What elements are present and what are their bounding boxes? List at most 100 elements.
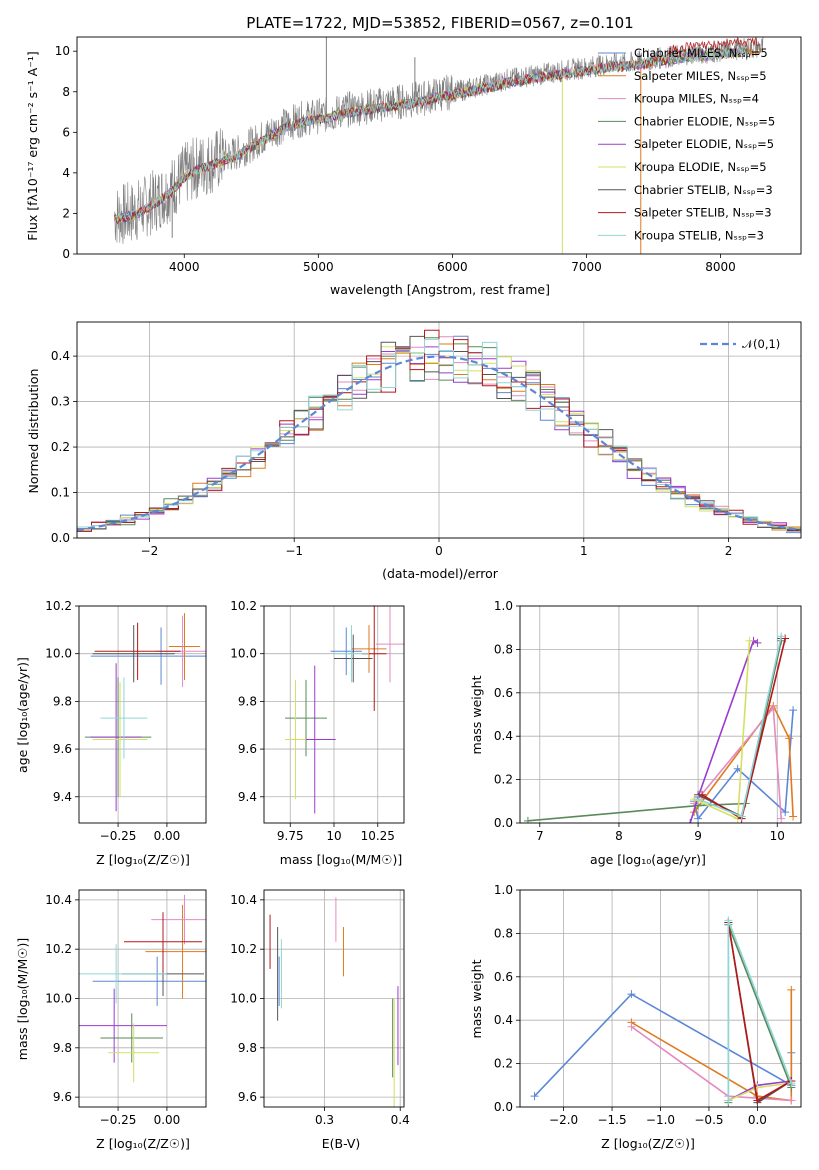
mass-vs-Z-ytick-label: 9.6: [53, 1090, 72, 1104]
spectrum-xtick-label: 5000: [303, 260, 334, 274]
residuals-frame: [76, 321, 802, 539]
age-vs-mass-ytick-label: 10.2: [230, 599, 257, 613]
weight-vs-Z-ytick-label: 0.6: [494, 970, 513, 984]
age-vs-mass-ytick-label: 9.8: [238, 694, 257, 708]
weight-marker: [627, 990, 636, 999]
weight-vs-Z-plot-area: [530, 916, 796, 1107]
legend-entry: Kroupa STELIB, Nₛₛₚ=3: [634, 228, 764, 242]
legend-entry: Kroupa MILES, Nₛₛₚ=4: [634, 92, 759, 106]
weight-line: [533, 993, 793, 1097]
weight-marker: [785, 734, 794, 743]
spectrum-ytick-label: 10: [55, 44, 70, 58]
weight-marker: [753, 1096, 762, 1105]
residuals-ytick-label: 0.2: [51, 440, 70, 454]
weight-vs-age-plot-area: [523, 632, 798, 823]
weight-marker: [753, 638, 762, 647]
weight-marker: [694, 795, 703, 804]
weight-marker: [724, 916, 733, 925]
weight-vs-Z-ytick-label: 0.2: [494, 1057, 513, 1071]
mass-vs-Z-ylabel: mass [log₁₀(M/M☉)]: [15, 938, 30, 1060]
spectrum-xtick-label: 7000: [571, 260, 602, 274]
mass-vs-ebv-ytick-label: 10.4: [230, 893, 257, 907]
mass-vs-Z-xlabel: Z [log₁₀(Z/Z☉)]: [96, 1136, 190, 1151]
weight-vs-Z-xlabel: Z [log₁₀(Z/Z☉)]: [601, 1136, 695, 1151]
weight-marker: [627, 1022, 636, 1031]
legend-entry-normal: 𝒩(0,1): [742, 337, 780, 351]
weight-vs-age-xtick-label: 8: [615, 829, 623, 843]
residuals-plot-area: [77, 329, 801, 534]
age-vs-Z-ytick-label: 10.2: [45, 599, 72, 613]
weight-vs-Z-ytick-label: 0.0: [494, 1100, 513, 1114]
weight-vs-age-ytick-label: 0.0: [494, 816, 513, 830]
weight-vs-Z-ylabel: mass weight: [469, 959, 484, 1038]
residuals-ylabel: Normed distribution: [26, 369, 41, 494]
mass-vs-Z-frame: [78, 889, 207, 1108]
mass-vs-ebv-frame: [263, 889, 405, 1108]
weight-marker: [789, 706, 798, 715]
spectrum-ytick-label: 4: [62, 166, 70, 180]
mass-vs-Z-xtick-label: 0.00: [154, 1113, 181, 1127]
spectrum-frame: [76, 36, 802, 255]
age-vs-Z-ylabel: age [log₁₀(age/yr)]: [15, 657, 30, 773]
age-vs-Z-frame: [78, 605, 207, 824]
weight-vs-Z-xtick-label: −0.5: [694, 1113, 723, 1127]
weight-marker: [530, 1092, 539, 1101]
weight-vs-age-xtick-label: 7: [536, 829, 544, 843]
residuals-xtick-label: 2: [725, 544, 733, 558]
age-vs-mass-xtick-label: 10.25: [361, 829, 395, 843]
spectrum-xtick-label: 6000: [437, 260, 468, 274]
weight-vs-age-ytick-label: 0.2: [494, 773, 513, 787]
weight-vs-Z-frame: [519, 889, 802, 1108]
weight-marker: [724, 1096, 733, 1105]
weight-vs-age-ytick-label: 0.4: [494, 729, 513, 743]
legend-entry: Chabrier MILES, Nₛₛₚ=5: [634, 46, 768, 60]
weight-marker: [781, 808, 790, 817]
residuals-ytick-label: 0.1: [51, 486, 70, 500]
mass-vs-ebv-xtick-label: 0.4: [391, 1113, 410, 1127]
age-vs-Z-xtick-label: 0.00: [154, 829, 181, 843]
legend-entry: Salpeter MILES, Nₛₛₚ=5: [634, 69, 767, 83]
age-vs-mass-plot-area: [285, 606, 404, 814]
normal-reference-curve: [77, 355, 801, 532]
weight-line: [693, 704, 794, 817]
legend-entry: Chabrier STELIB, Nₛₛₚ=3: [634, 183, 773, 197]
weight-vs-age-xtick-label: 10: [770, 829, 785, 843]
weight-vs-age-ytick-label: 0.6: [494, 686, 513, 700]
weight-vs-age-frame: [519, 605, 802, 824]
mass-vs-ebv-xlabel: E(B-V): [322, 1136, 361, 1151]
legend-entry: Salpeter STELIB, Nₛₛₚ=3: [634, 206, 772, 220]
residuals-xtick-label: −2: [141, 544, 159, 558]
weight-marker: [781, 634, 790, 643]
weight-marker: [777, 632, 786, 641]
legend-entry: Kroupa ELODIE, Nₛₛₚ=5: [634, 160, 767, 174]
weight-marker: [698, 790, 707, 799]
age-vs-mass-frame: [263, 605, 405, 824]
weight-marker: [745, 636, 754, 645]
age-vs-mass-ytick-label: 9.4: [238, 790, 257, 804]
residual-histogram: [77, 335, 801, 532]
weight-marker: [686, 819, 695, 823]
weight-marker: [789, 812, 798, 821]
weight-vs-Z-xtick-label: −1.5: [597, 1113, 626, 1127]
residuals-xtick-label: 0: [435, 544, 443, 558]
weight-marker: [769, 703, 778, 712]
weight-marker: [787, 1096, 796, 1105]
spectrum-title: PLATE=1722, MJD=53852, FIBERID=0567, z=0…: [246, 14, 633, 32]
mass-vs-Z-ytick-label: 10.2: [45, 942, 72, 956]
weight-vs-Z-xtick-label: −1.0: [646, 1113, 675, 1127]
age-vs-mass-xlabel: mass [log₁₀(M/M☉)]: [280, 852, 402, 867]
weight-vs-age-ylabel: mass weight: [469, 675, 484, 754]
legend-entry: Salpeter ELODIE, Nₛₛₚ=5: [634, 137, 774, 151]
age-vs-mass-xtick-label: 10: [326, 829, 341, 843]
weight-line: [630, 989, 793, 1102]
age-vs-Z-ytick-label: 9.8: [53, 694, 72, 708]
mass-vs-ebv-ytick-label: 10.2: [230, 942, 257, 956]
spectrum-ytick-label: 0: [62, 247, 70, 261]
weight-vs-Z-xtick-label: −2.0: [549, 1113, 578, 1127]
weight-line: [727, 924, 793, 1103]
age-vs-Z-xtick-label: −0.25: [100, 829, 137, 843]
residuals-xlabel: (data-model)/error: [382, 566, 499, 581]
mass-vs-Z-plot-area: [79, 894, 206, 1083]
age-vs-Z-xlabel: Z [log₁₀(Z/Z☉)]: [96, 852, 190, 867]
